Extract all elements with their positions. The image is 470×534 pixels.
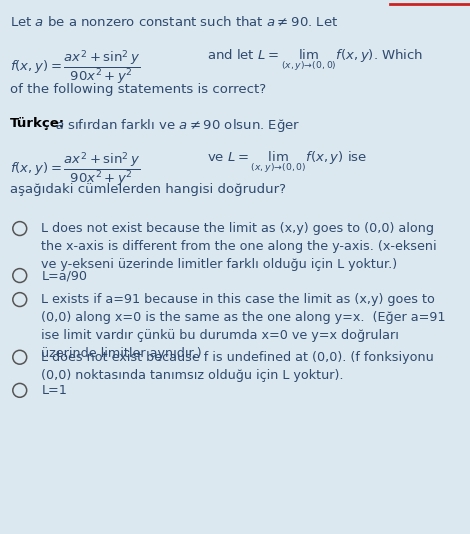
- Text: $f(x, y) = \dfrac{ax^2 + \sin^2 y}{90x^2 + y^2}$: $f(x, y) = \dfrac{ax^2 + \sin^2 y}{90x^2…: [10, 150, 141, 188]
- Text: L exists if a=91 because in this case the limit as (x,y) goes to
(0,0) along x=0: L exists if a=91 because in this case th…: [41, 293, 446, 360]
- Text: $f(x, y) = \dfrac{ax^2 + \sin^2 y}{90x^2 + y^2}$: $f(x, y) = \dfrac{ax^2 + \sin^2 y}{90x^2…: [10, 48, 141, 86]
- Text: L does not exist because the limit as (x,y) goes to (0,0) along
the x-axis is di: L does not exist because the limit as (x…: [41, 222, 437, 271]
- Text: L=1: L=1: [41, 384, 67, 397]
- Text: L=a/90: L=a/90: [41, 269, 87, 282]
- Text: of the following statements is correct?: of the following statements is correct?: [10, 83, 266, 96]
- Text: and let $L = \lim_{(x,y) \to (0,0)} f(x, y)$. Which: and let $L = \lim_{(x,y) \to (0,0)} f(x,…: [207, 48, 423, 74]
- Text: aşağıdaki cümlelerden hangisi doğrudur?: aşağıdaki cümlelerden hangisi doğrudur?: [10, 183, 286, 196]
- Text: $a$ sıfırdan farklı ve $a \neq 90$ olsun. Eğer: $a$ sıfırdan farklı ve $a \neq 90$ olsun…: [55, 117, 301, 134]
- Text: L does not exist because f is undefined at (0,0). (f fonksiyonu
(0,0) noktasında: L does not exist because f is undefined …: [41, 351, 434, 382]
- Text: Türkçe:: Türkçe:: [10, 117, 65, 130]
- Text: Let $a$ be a nonzero constant such that $a \neq 90$. Let: Let $a$ be a nonzero constant such that …: [10, 15, 339, 29]
- Text: ve $L = \lim_{(x,y) \to (0,0)} f(x, y)$ ise: ve $L = \lim_{(x,y) \to (0,0)} f(x, y)$ …: [207, 150, 367, 176]
